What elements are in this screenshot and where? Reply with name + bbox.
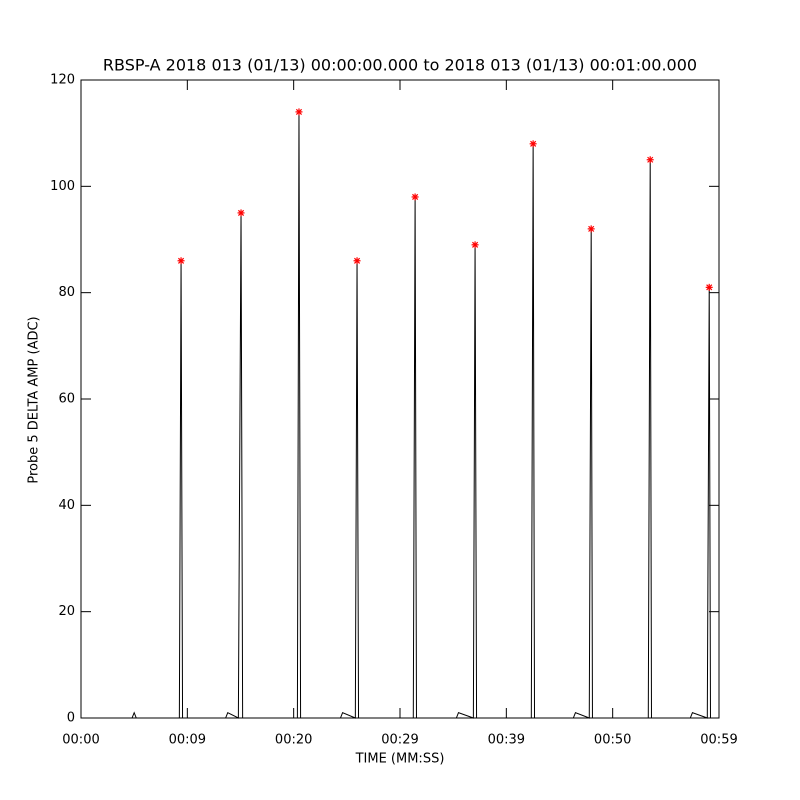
trace-line	[81, 111, 719, 719]
x-axis-label: TIME (MM:SS)	[355, 752, 445, 767]
chart-title: RBSP-A 2018 013 (01/13) 00:00:00.000 to …	[103, 56, 697, 75]
x-tick-label: 00:09	[169, 733, 206, 748]
peak-marker	[177, 257, 185, 265]
peak-marker	[471, 241, 479, 249]
peak-marker	[705, 283, 713, 291]
y-tick-label: 80	[58, 285, 75, 300]
y-tick-label: 120	[50, 73, 75, 88]
peak-marker	[587, 225, 595, 233]
peak-marker	[353, 257, 361, 265]
y-tick-label: 100	[50, 179, 75, 194]
y-tick-label: 20	[58, 604, 75, 619]
x-tick-label: 00:20	[275, 733, 312, 748]
y-tick-label: 0	[67, 711, 75, 726]
peak-marker	[411, 193, 419, 201]
y-tick-label: 40	[58, 498, 75, 513]
x-tick-label: 00:59	[700, 733, 737, 748]
y-tick-label: 60	[58, 392, 75, 407]
x-tick-label: 00:29	[381, 733, 418, 748]
x-tick-label: 00:39	[488, 733, 525, 748]
x-tick-label: 00:50	[594, 733, 631, 748]
y-axis-label: Probe 5 DELTA AMP (ADC)	[27, 316, 42, 483]
peak-marker	[646, 156, 654, 164]
peak-marker	[295, 108, 303, 116]
peak-marker	[237, 209, 245, 217]
x-tick-label: 00:00	[62, 733, 99, 748]
peak-marker	[529, 140, 537, 148]
